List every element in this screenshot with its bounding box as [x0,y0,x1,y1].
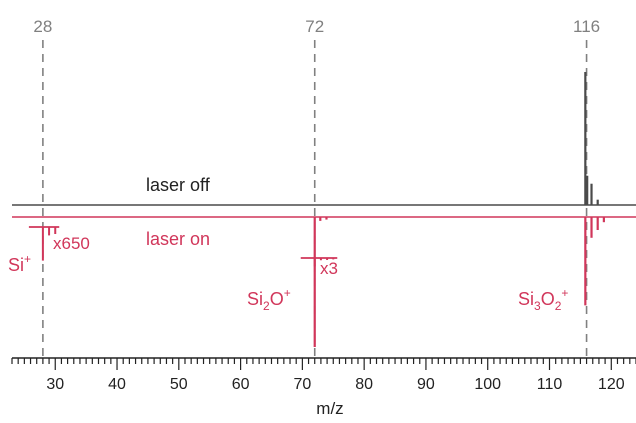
baselines [12,204,636,218]
x-tick-label-40: 40 [108,376,126,393]
multiplier-label-x650: x650 [53,234,90,253]
ion-label-part: + [284,286,291,300]
x-tick-label-100: 100 [474,376,501,393]
x-tick-label-110: 110 [537,376,563,393]
ion-label-si: Si+ [8,252,31,275]
ion-label-part: + [24,252,31,266]
ion-label-si2o: Si2O+ [247,286,291,313]
x-axis-label: m/z [316,399,343,418]
ion-label-part: 2 [263,299,270,313]
ion-label-part: Si [247,289,263,309]
x-tick-label-30: 30 [46,376,64,393]
ion-label-part: 2 [555,299,562,313]
x-tick-label-60: 60 [232,376,250,393]
ion-label-part: O [541,289,555,309]
ion-label-si3o2: Si3O2+ [518,286,568,313]
legend-laser-on: laser on [146,229,210,249]
ion-label-part: Si [8,255,24,275]
x-tick-label-50: 50 [170,376,188,393]
ion-label-part: Si [518,289,534,309]
reference-labels: 28 72 116 [33,17,600,36]
ion-label-part: + [561,286,568,300]
x-axis: 30 40 50 60 70 80 90 100 110 120 [11,357,636,393]
legend-laser-off: laser off [146,175,211,195]
ion-label-part: 3 [534,299,541,313]
spectrum-peaks [28,72,605,347]
reference-label-28: 28 [33,17,52,36]
reference-label-72: 72 [305,17,324,36]
reference-label-116: 116 [573,17,600,36]
x-tick-label-120: 120 [598,376,625,393]
multiplier-label-x3: x3 [320,259,338,278]
ion-label-part: O [270,289,284,309]
x-tick-label-80: 80 [355,376,373,393]
x-tick-label-70: 70 [293,376,311,393]
x-tick-label-90: 90 [417,376,435,393]
